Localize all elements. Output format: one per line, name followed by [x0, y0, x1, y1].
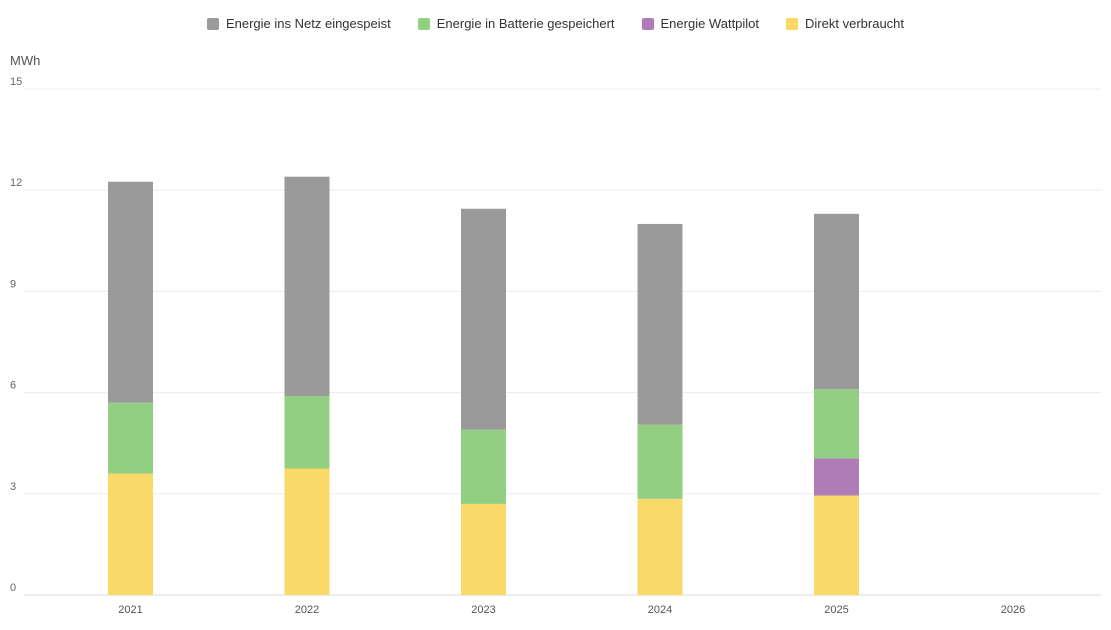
legend-item-direkt-verbraucht[interactable]: Direkt verbraucht: [786, 16, 904, 31]
x-tick-label: 2024: [648, 604, 672, 616]
legend-swatch: [786, 17, 799, 30]
y-tick-label: 3: [10, 481, 16, 493]
legend-swatch: [206, 17, 219, 30]
legend-item-energie-ins-netz-eingespeist[interactable]: Energie ins Netz eingespeist: [206, 16, 391, 31]
legend-label: Direkt verbraucht: [805, 16, 905, 31]
bar-2022-direkt-verbraucht: [284, 468, 330, 595]
bar-2025-energie-in-batterie-gespeichert: [814, 389, 859, 459]
legend-label: Energie ins Netz eingespeist: [225, 16, 391, 31]
x-tick-label: 2021: [118, 604, 142, 616]
bar-2025-energie-wattpilot: [814, 458, 859, 496]
bar-2024-energie-ins-netz-eingespeist: [637, 223, 683, 425]
legend-label: Energie Wattpilot: [660, 16, 760, 31]
bar-2025-energie-ins-netz-eingespeist: [814, 213, 859, 390]
y-tick-label: 6: [10, 380, 16, 392]
bar-2022-energie-in-batterie-gespeichert: [284, 395, 330, 469]
legend-item-energie-wattpilot[interactable]: Energie Wattpilot: [641, 16, 760, 31]
legend-swatch: [641, 17, 654, 30]
y-tick-label: 12: [10, 177, 22, 189]
x-tick-label: 2026: [1001, 604, 1025, 616]
bar-2024-energie-in-batterie-gespeichert: [637, 424, 683, 499]
bar-2023-direkt-verbraucht: [461, 503, 506, 595]
bar-2021-energie-ins-netz-eingespeist: [108, 181, 153, 403]
y-axis-unit-label: MWh: [10, 53, 41, 68]
bar-2023-energie-in-batterie-gespeichert: [461, 429, 506, 504]
bar-2021-energie-in-batterie-gespeichert: [108, 402, 153, 474]
bar-2023-energie-ins-netz-eingespeist: [461, 208, 506, 430]
legend-swatch: [417, 17, 430, 30]
bar-2024-direkt-verbraucht: [637, 498, 683, 595]
chart-legend: Energie ins Netz eingespeist Energie in B…: [0, 16, 1111, 31]
y-tick-label: 15: [10, 76, 22, 88]
y-tick-label: 9: [10, 278, 16, 290]
y-tick-label: 0: [10, 582, 16, 594]
legend-item-energie-in-batterie-gespeichert[interactable]: Energie in Batterie gespeichert: [417, 16, 615, 31]
bar-2022-energie-ins-netz-eingespeist: [284, 176, 330, 396]
x-tick-label: 2022: [295, 604, 319, 616]
x-tick-label: 2023: [471, 604, 495, 616]
bar-2021-direkt-verbraucht: [108, 473, 153, 595]
legend-label: Energie in Batterie gespeichert: [436, 16, 615, 31]
x-tick-label: 2025: [824, 604, 848, 616]
bar-2025-direkt-verbraucht: [814, 495, 859, 595]
